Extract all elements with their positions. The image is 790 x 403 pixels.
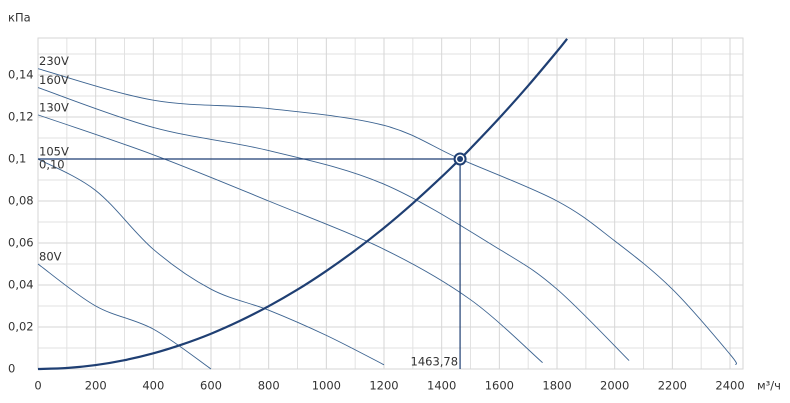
x-tick-label: 1400 bbox=[427, 379, 456, 393]
plot-frame bbox=[37, 37, 744, 370]
series-line bbox=[37, 38, 568, 371]
y-axis-label: кПа bbox=[8, 11, 31, 25]
x-tick-label: 1800 bbox=[542, 379, 571, 393]
x-tick-label: 2400 bbox=[715, 379, 744, 393]
series-label: 105V bbox=[39, 144, 69, 158]
series-label: 130V bbox=[39, 100, 69, 114]
y-tick-label: 0 bbox=[8, 362, 15, 376]
x-tick-label: 600 bbox=[200, 379, 222, 393]
x-tick-label: 800 bbox=[258, 379, 280, 393]
series-label: 230V bbox=[39, 54, 69, 68]
x-tick-label: 2200 bbox=[658, 379, 687, 393]
operating-point-x-label: 1463,78 bbox=[411, 355, 459, 369]
y-tick-label: 0,1 bbox=[8, 151, 26, 165]
series-line bbox=[37, 87, 630, 361]
x-tick-label: 0 bbox=[34, 379, 41, 393]
x-axis-label: м³/ч bbox=[757, 379, 781, 393]
y-tick-label: 0,02 bbox=[8, 319, 34, 333]
series-line bbox=[37, 114, 543, 364]
x-tick-label: 400 bbox=[142, 379, 164, 393]
series-label: 160V bbox=[39, 73, 69, 87]
x-tick-label: 1200 bbox=[369, 379, 398, 393]
y-tick-label: 0,12 bbox=[8, 109, 34, 123]
y-tick-label: 0,06 bbox=[8, 235, 34, 249]
series-label: 80V bbox=[39, 249, 62, 263]
x-tick-label: 1600 bbox=[485, 379, 514, 393]
series-line bbox=[37, 158, 385, 366]
x-tick-label: 200 bbox=[85, 379, 107, 393]
operating-point-core bbox=[457, 155, 464, 162]
y-tick-label: 0,08 bbox=[8, 193, 34, 207]
series-line bbox=[37, 68, 737, 366]
x-tick-label: 2000 bbox=[600, 379, 629, 393]
x-tick-label: 1000 bbox=[312, 379, 341, 393]
y-tick-label: 0,14 bbox=[8, 67, 34, 81]
series-line bbox=[37, 263, 212, 370]
y-tick-label: 0,04 bbox=[8, 277, 34, 291]
operating-point-y-label: 0,10 bbox=[39, 157, 65, 171]
